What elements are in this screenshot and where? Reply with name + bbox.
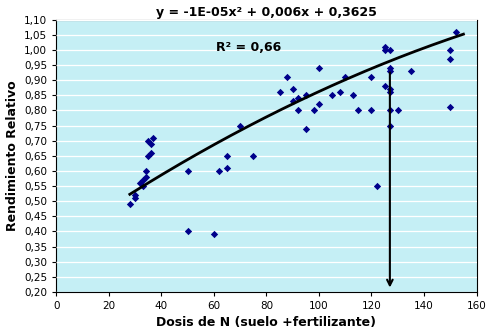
Point <box>289 99 297 104</box>
Point <box>386 90 394 95</box>
Point <box>381 83 389 89</box>
Point <box>139 177 147 183</box>
Point <box>386 123 394 128</box>
Point <box>315 65 323 71</box>
Point <box>210 232 218 237</box>
Point <box>249 153 257 158</box>
Point <box>368 108 375 113</box>
Point <box>215 168 223 174</box>
Point <box>310 108 318 113</box>
Point <box>302 93 310 98</box>
Point <box>126 201 134 207</box>
Point <box>150 135 157 140</box>
Point <box>446 47 454 53</box>
Point <box>236 123 244 128</box>
Point <box>368 74 375 80</box>
Point <box>328 93 336 98</box>
Point <box>446 105 454 110</box>
Point <box>381 44 389 50</box>
Point <box>336 90 344 95</box>
Point <box>223 153 231 158</box>
Point <box>302 126 310 131</box>
Y-axis label: Rendimiento Relativo: Rendimiento Relativo <box>5 80 19 231</box>
X-axis label: Dosis de N (suelo +fertilizante): Dosis de N (suelo +fertilizante) <box>156 317 376 329</box>
Point <box>147 150 155 155</box>
Point <box>386 68 394 74</box>
Text: R² = 0,66: R² = 0,66 <box>216 42 281 55</box>
Point <box>223 165 231 171</box>
Point <box>136 180 144 186</box>
Point <box>144 153 152 158</box>
Point <box>381 47 389 53</box>
Point <box>386 108 394 113</box>
Point <box>184 229 191 234</box>
Point <box>294 108 302 113</box>
Point <box>139 183 147 189</box>
Point <box>386 65 394 71</box>
Point <box>349 93 357 98</box>
Point <box>142 168 150 174</box>
Point <box>394 108 401 113</box>
Point <box>386 47 394 53</box>
Point <box>354 108 362 113</box>
Point <box>142 174 150 180</box>
Title: y = -1E-05x² + 0,006x + 0,3625: y = -1E-05x² + 0,006x + 0,3625 <box>156 6 377 18</box>
Point <box>452 29 460 35</box>
Point <box>373 183 381 189</box>
Point <box>386 86 394 92</box>
Point <box>276 90 283 95</box>
Point <box>294 96 302 101</box>
Point <box>184 168 191 174</box>
Point <box>341 74 349 80</box>
Point <box>147 141 155 146</box>
Point <box>446 56 454 62</box>
Point <box>289 86 297 92</box>
Point <box>131 192 139 198</box>
Point <box>283 74 291 80</box>
Point <box>315 102 323 107</box>
Point <box>407 68 415 74</box>
Point <box>144 138 152 143</box>
Point <box>131 195 139 201</box>
